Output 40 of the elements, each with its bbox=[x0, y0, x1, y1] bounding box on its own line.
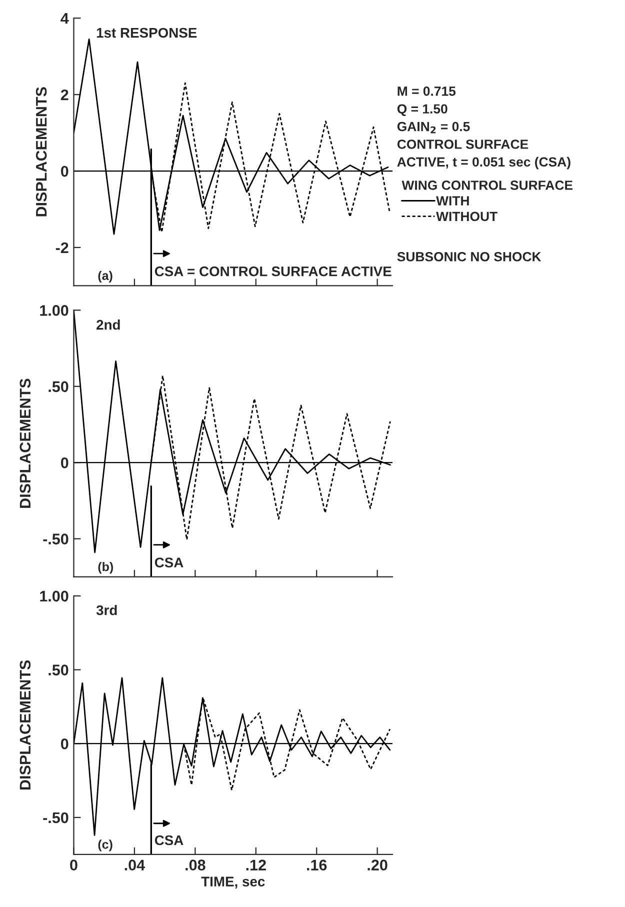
y-tick-label: .50 bbox=[48, 664, 68, 676]
x-tick-label: 0 bbox=[70, 860, 78, 870]
y-tick-label: 4 bbox=[60, 13, 69, 24]
text: M = 0.715 bbox=[398, 86, 456, 96]
y-tick-label: -.50 bbox=[43, 534, 68, 544]
y-tick-label: 1.00 bbox=[40, 305, 68, 316]
legend-label: WITHOUT bbox=[436, 212, 498, 222]
x-tick-label: .04 bbox=[124, 860, 145, 870]
y-tick-label: 1.00 bbox=[40, 590, 68, 602]
y-tick-label: 0 bbox=[60, 457, 68, 468]
text: 2nd bbox=[96, 320, 120, 330]
annotation: (a) bbox=[98, 270, 112, 282]
text: CONTROL SURFACE bbox=[397, 140, 528, 149]
legend-title: WING CONTROL SURFACE bbox=[402, 180, 573, 190]
text: 3rd bbox=[96, 604, 117, 616]
x-axis-title: TIME, sec bbox=[201, 876, 265, 888]
ref-line-label: CSA bbox=[154, 835, 184, 846]
text: ACTIVE, t = 0.051 sec (CSA) bbox=[397, 156, 570, 170]
ref-line-label: CSA bbox=[154, 558, 184, 568]
y-axis-title: DISPLACEMENTS bbox=[36, 87, 47, 216]
x-tick-label: .12 bbox=[246, 860, 266, 870]
x-tick-label: .16 bbox=[307, 860, 327, 870]
legend-label: WITH bbox=[436, 196, 469, 206]
ref-line-label: CSA = CONTROL SURFACE ACTIVE bbox=[154, 266, 392, 276]
y-tick-label: .50 bbox=[48, 381, 68, 392]
x-tick-label: .20 bbox=[368, 860, 388, 870]
annotation: (c) bbox=[98, 840, 112, 852]
text: 1st RESPONSE bbox=[96, 28, 197, 38]
y-tick-label: -2 bbox=[56, 242, 68, 254]
y-tick-label: 2 bbox=[60, 89, 68, 100]
annotation: (b) bbox=[98, 562, 113, 574]
y-axis-title: DISPLACEMENTS bbox=[20, 660, 31, 790]
x-tick-label: .08 bbox=[186, 860, 206, 870]
y-tick-label: -.50 bbox=[43, 812, 68, 824]
y-tick-label: 0 bbox=[60, 166, 68, 177]
text: Q = 1.50 bbox=[397, 104, 448, 116]
y-tick-label: 0 bbox=[60, 738, 68, 750]
text: GAIN$_{2}$ = 0.5 bbox=[397, 122, 470, 134]
y-axis-title: DISPLACEMENTS bbox=[20, 378, 31, 508]
text: SUBSONIC NO SHOCK bbox=[397, 252, 542, 262]
